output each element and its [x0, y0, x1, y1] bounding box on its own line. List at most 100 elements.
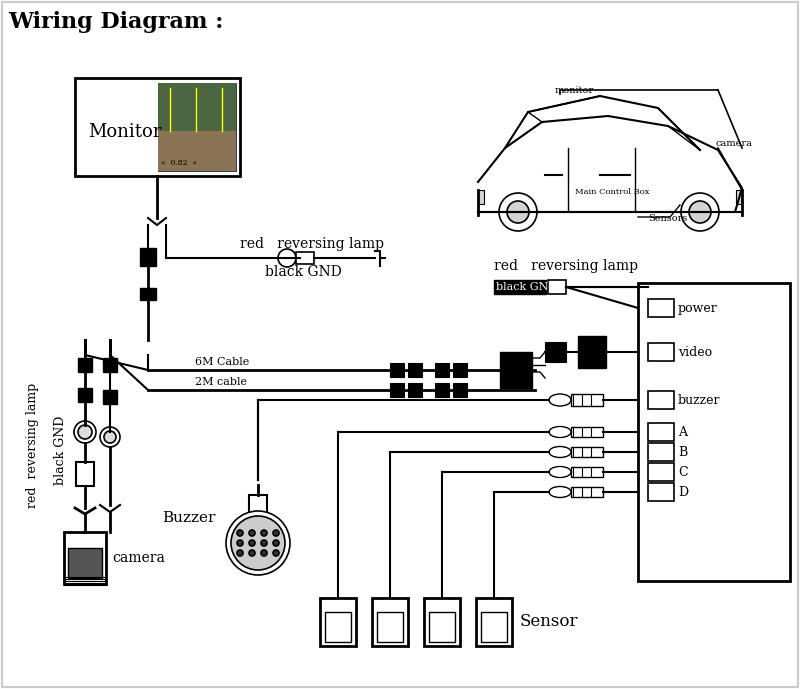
Bar	[296, 252, 314, 264]
Bar	[548, 280, 566, 294]
Circle shape	[278, 249, 296, 267]
Text: 2M cable: 2M cable	[195, 377, 247, 387]
Ellipse shape	[549, 394, 571, 406]
Bar	[424, 598, 460, 646]
Text: red   reversing lamp: red reversing lamp	[494, 259, 638, 273]
Bar	[103, 390, 117, 404]
Circle shape	[689, 201, 711, 223]
Text: black GND: black GND	[54, 415, 66, 484]
Bar	[320, 598, 356, 646]
Bar	[571, 427, 603, 437]
Bar	[390, 383, 404, 397]
Bar	[648, 483, 674, 501]
Text: C: C	[678, 466, 688, 478]
Bar	[494, 280, 546, 294]
Text: black GND: black GND	[265, 265, 342, 279]
Circle shape	[499, 193, 537, 231]
Bar	[408, 363, 422, 377]
Text: camera: camera	[112, 551, 165, 565]
Bar	[249, 495, 267, 537]
Text: Sensor: Sensor	[520, 613, 578, 630]
Bar	[481, 612, 507, 642]
Bar	[571, 467, 603, 477]
Circle shape	[681, 193, 719, 231]
Text: monitor: monitor	[555, 85, 594, 94]
Text: B: B	[678, 446, 687, 458]
Circle shape	[226, 511, 290, 575]
Text: 6M Cable: 6M Cable	[195, 357, 250, 367]
Circle shape	[273, 550, 279, 556]
Text: A: A	[678, 426, 687, 438]
Circle shape	[273, 540, 279, 546]
Circle shape	[261, 550, 267, 556]
Bar	[478, 190, 484, 204]
Circle shape	[261, 530, 267, 536]
Bar	[103, 358, 117, 372]
Bar	[68, 548, 102, 578]
Circle shape	[237, 530, 243, 536]
Bar	[140, 248, 156, 266]
Text: Main Control Box: Main Control Box	[575, 188, 650, 196]
Text: video: video	[678, 345, 712, 358]
Bar	[78, 388, 92, 402]
Circle shape	[249, 540, 255, 546]
Bar	[390, 363, 404, 377]
Circle shape	[261, 540, 267, 546]
Bar	[453, 383, 467, 397]
Text: red   reversing lamp: red reversing lamp	[240, 237, 384, 251]
Text: Monitor: Monitor	[88, 123, 162, 141]
Circle shape	[507, 201, 529, 223]
Circle shape	[273, 530, 279, 536]
Bar	[158, 83, 236, 131]
Bar	[140, 288, 156, 300]
Bar	[476, 598, 512, 646]
Bar	[435, 363, 449, 377]
Ellipse shape	[549, 486, 571, 497]
Bar	[578, 336, 606, 368]
Text: Buzzer: Buzzer	[162, 511, 215, 525]
Bar	[736, 190, 742, 204]
Bar	[325, 612, 351, 642]
Circle shape	[78, 425, 92, 439]
Bar	[75, 78, 240, 176]
Bar	[372, 598, 408, 646]
Bar	[64, 532, 106, 584]
Circle shape	[237, 540, 243, 546]
Text: camera: camera	[715, 138, 752, 147]
Bar	[500, 352, 532, 388]
Bar	[648, 463, 674, 481]
Bar	[435, 383, 449, 397]
Bar	[571, 487, 603, 497]
Bar	[429, 612, 455, 642]
Circle shape	[104, 431, 116, 443]
Text: Sensors: Sensors	[648, 214, 687, 223]
Text: «  0.82  »: « 0.82 »	[161, 159, 197, 167]
Circle shape	[231, 516, 285, 570]
Ellipse shape	[549, 466, 571, 477]
Bar	[648, 343, 674, 361]
Bar	[76, 462, 94, 486]
Bar	[648, 423, 674, 441]
Text: black GND: black GND	[496, 282, 558, 292]
Bar	[571, 394, 603, 406]
Bar	[558, 342, 566, 362]
Circle shape	[249, 550, 255, 556]
Bar	[545, 342, 559, 362]
Bar	[158, 131, 236, 171]
Circle shape	[249, 530, 255, 536]
Bar	[78, 358, 92, 372]
Text: red  reversing lamp: red reversing lamp	[26, 382, 38, 508]
Bar	[158, 83, 236, 171]
Bar	[408, 383, 422, 397]
Bar	[648, 443, 674, 461]
Text: buzzer: buzzer	[678, 393, 721, 407]
Ellipse shape	[549, 426, 571, 438]
Bar	[648, 299, 674, 317]
Bar	[648, 391, 674, 409]
Circle shape	[74, 421, 96, 443]
Text: Wiring Diagram :: Wiring Diagram :	[8, 11, 223, 33]
Text: D: D	[678, 486, 688, 499]
Ellipse shape	[549, 446, 571, 457]
Circle shape	[237, 550, 243, 556]
Circle shape	[100, 427, 120, 447]
